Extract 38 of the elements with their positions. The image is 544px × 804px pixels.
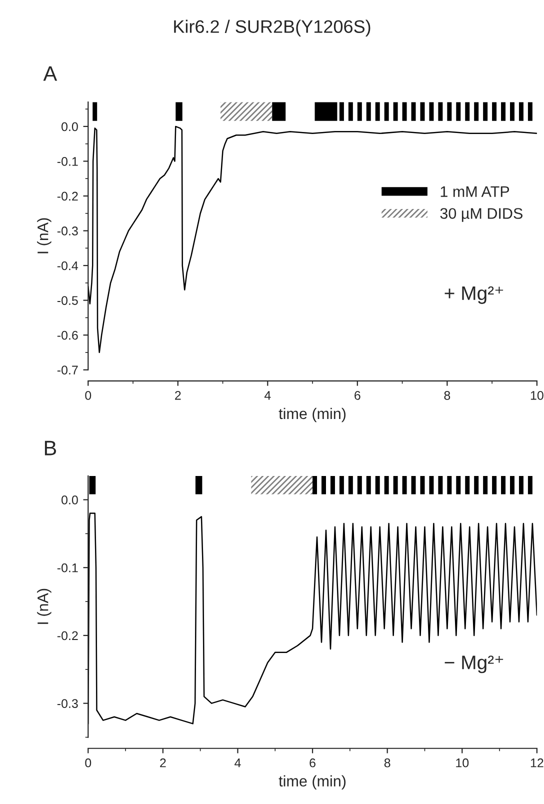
y-tick-label: -0.4 [57, 261, 78, 270]
y-tick-label: -0.7 [57, 366, 78, 374]
y-tick-label: -0.3 [57, 226, 78, 236]
text: B [44, 440, 56, 456]
x-tick-label: 2 [160, 758, 166, 768]
x-tick-label: 10 [456, 758, 469, 768]
x-tick-label: 0 [85, 758, 92, 768]
y-axis-title: I (nA) [37, 218, 52, 254]
annotation: − Mg²⁺ [444, 656, 504, 674]
x-tick-label: 8 [384, 758, 390, 768]
x-tick-label: 0 [85, 391, 92, 400]
y-tick-label: -0.2 [57, 192, 78, 201]
y-tick-label: 0.0 [62, 122, 78, 132]
chart-title: Kir6.2 / SUR2B(Y1206S) [174, 20, 370, 37]
y-tick-label: -0.5 [57, 296, 78, 305]
x-tick-label: 2 [175, 391, 181, 400]
annotation: + Mg²⁺ [444, 286, 504, 304]
x-tick-label: 6 [354, 391, 360, 400]
y-tick-label: -0.6 [57, 330, 78, 340]
x-tick-label: 8 [444, 391, 450, 400]
y-axis-title: I (nA) [37, 588, 52, 624]
x-tick-label: 10 [530, 391, 544, 400]
line-series [88, 512, 537, 724]
x-tick-label: 12 [530, 758, 544, 768]
y-tick-label: -0.2 [57, 631, 78, 640]
y-tick-label: -0.1 [57, 563, 78, 572]
x-tick-label: 4 [234, 758, 241, 768]
line-series [88, 126, 537, 354]
y-tick-label: -0.1 [57, 157, 78, 166]
x-tick-label: 4 [264, 391, 271, 400]
y-tick-label: 0.0 [62, 496, 78, 504]
legend-label: 1 mM ATP [440, 186, 510, 197]
x-axis-title: time (min) [278, 408, 346, 422]
legend-label: 30 µM DIDS [440, 208, 522, 222]
text: A [43, 66, 58, 81]
x-axis-title: time (min) [278, 775, 346, 790]
y-tick-label: -0.3 [57, 699, 78, 708]
x-tick-label: 6 [310, 758, 316, 768]
